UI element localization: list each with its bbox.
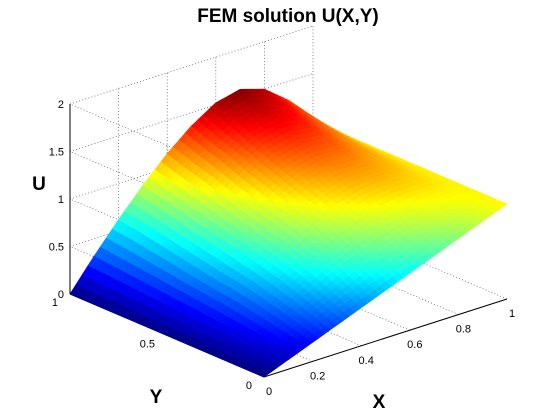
x-tick-label: 0.8 [456,324,471,336]
x-tick-label: 0.6 [407,339,422,351]
x-axis-label: X [373,392,386,413]
z-tick-label: 2 [58,99,64,111]
z-tick-label: 1.5 [49,147,64,159]
grid-line [69,25,314,105]
chart-title: FEM solution U(X,Y) [197,6,379,27]
x-tick-label: 0 [266,386,272,398]
grid-line [69,120,314,200]
surface-patch [495,201,508,209]
x-tick-label: 0.4 [359,355,374,367]
surface-layer [69,88,508,378]
axis-edge [263,298,508,378]
z-tick-label: 0 [58,289,64,301]
x-tick-label: 0.2 [310,370,325,382]
y-tick-label: 0 [246,380,252,392]
y-tick-label: 0.5 [140,339,155,351]
z-tick-label: 1 [58,194,64,206]
z-tick-label: 0.5 [49,242,64,254]
x-tick-label: 1 [509,308,515,320]
y-axis-label: Y [150,387,163,408]
z-axis-label: U [32,174,46,195]
grid-line [69,73,314,152]
y-tick-label: 1 [52,297,58,309]
